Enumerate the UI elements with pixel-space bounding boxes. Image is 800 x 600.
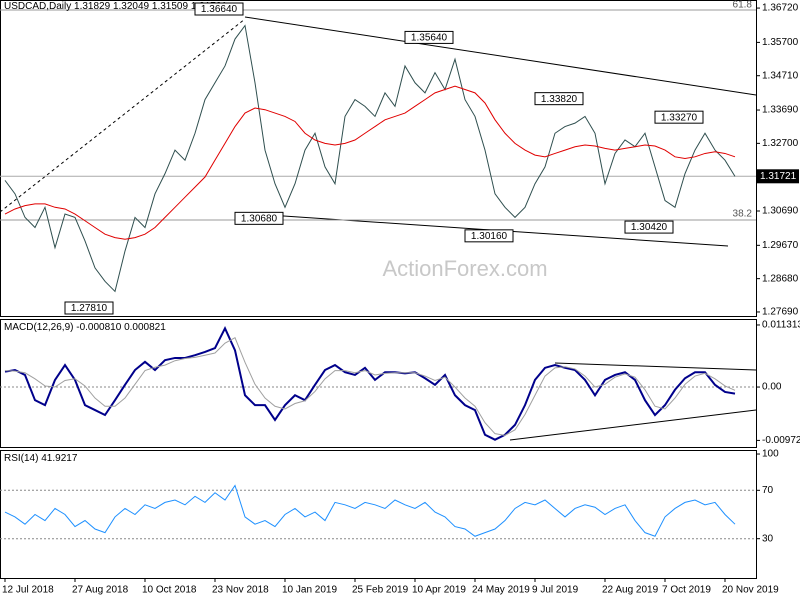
x-tick-label: 10 Jan 2019 (282, 585, 337, 596)
series-line (4, 24, 736, 293)
level-label: 1.27810 (71, 303, 108, 314)
indicator: MACD(12,26,9) (4, 322, 73, 333)
y-tick-label: 1.32700 (762, 138, 799, 149)
x-tick-label: 10 Oct 2018 (142, 585, 197, 596)
level-box (234, 211, 284, 225)
y-tick-label: 70 (762, 485, 774, 496)
series-line (4, 484, 736, 537)
y-tick-label: 0.011313 (762, 320, 800, 331)
y-tick-label: 1.36720 (762, 3, 799, 14)
indicator: RSI(14) (4, 453, 38, 464)
level-label: 1.30420 (631, 222, 668, 233)
reading: 41.9217 (41, 453, 78, 464)
level-label: 1.30680 (241, 213, 278, 224)
x-tick-label: 12 Jul 2018 (2, 585, 54, 596)
y-tick-label: 30 (762, 533, 774, 544)
level-box (404, 30, 454, 44)
open: 1.31829 (74, 1, 111, 12)
y-tick-label: 1.35700 (762, 37, 799, 48)
macd-header: MACD(12,26,9) -0.000810 0.000821 (4, 322, 166, 333)
level-label: 1.33820 (541, 94, 578, 105)
x-tick-label: 10 Apr 2019 (412, 585, 466, 596)
y-tick-label: 1.29670 (762, 240, 799, 251)
level-label: 1.30160 (471, 231, 508, 242)
y-tick-label: 1.33690 (762, 105, 799, 116)
price-box (757, 169, 799, 184)
high: 1.32049 (113, 1, 150, 12)
x-tick-label: 7 Oct 2019 (662, 585, 711, 596)
trendline (244, 16, 757, 96)
fib-label: 38.2 (733, 209, 753, 220)
x-tick-label: 22 Aug 2019 (602, 585, 659, 596)
x-tick-label: 23 Nov 2018 (212, 585, 269, 596)
macd-panel (0, 319, 757, 448)
trendline (0, 18, 246, 213)
series-line (4, 336, 736, 436)
x-tick-label: 25 Feb 2019 (352, 585, 409, 596)
level-box (64, 301, 114, 315)
rsi-panel (0, 450, 757, 579)
y-tick-label: 0.00 (762, 382, 782, 393)
reading: -0.000810 (76, 322, 121, 333)
level-label: 1.36640 (201, 4, 238, 15)
x-tick-label: 24 May 2019 (472, 585, 530, 596)
level-box (534, 92, 584, 106)
x-tick-label: 27 Aug 2018 (72, 585, 129, 596)
level-box (654, 110, 704, 124)
low: 1.31509 (152, 1, 189, 12)
rsi-header: RSI(14) 41.9217 (4, 453, 78, 464)
y-tick-label: 1.28680 (762, 273, 799, 284)
price-panel (0, 0, 757, 317)
level-label: 1.33270 (661, 112, 698, 123)
x-tick-label: 9 Jul 2019 (532, 585, 579, 596)
y-tick-label: 1.27690 (762, 307, 799, 318)
y-tick-label: 1.30690 (762, 206, 799, 217)
y-tick-label: -0.009729 (762, 435, 800, 446)
level-box (624, 220, 674, 234)
price-header: USDCAD,Daily 1.31829 1.32049 1.31509 1.3… (4, 1, 227, 12)
x-tick-label: 20 Nov 2019 (722, 585, 779, 596)
level-box (464, 229, 514, 243)
reading: 0.000821 (124, 322, 166, 333)
level-box (194, 2, 244, 16)
watermark: ActionForex.com (382, 256, 547, 281)
price-label: 1.31721 (760, 171, 797, 182)
series-line (4, 326, 736, 441)
series-line (4, 85, 736, 240)
y-tick-label: 100 (762, 449, 779, 460)
trendline (509, 409, 757, 441)
y-tick-label: 1.34710 (762, 70, 799, 81)
trendline (554, 362, 757, 371)
symbol: USDCAD,Daily (4, 1, 71, 12)
fib-label: 61.8 (733, 0, 753, 11)
level-label: 1.35640 (411, 33, 448, 44)
